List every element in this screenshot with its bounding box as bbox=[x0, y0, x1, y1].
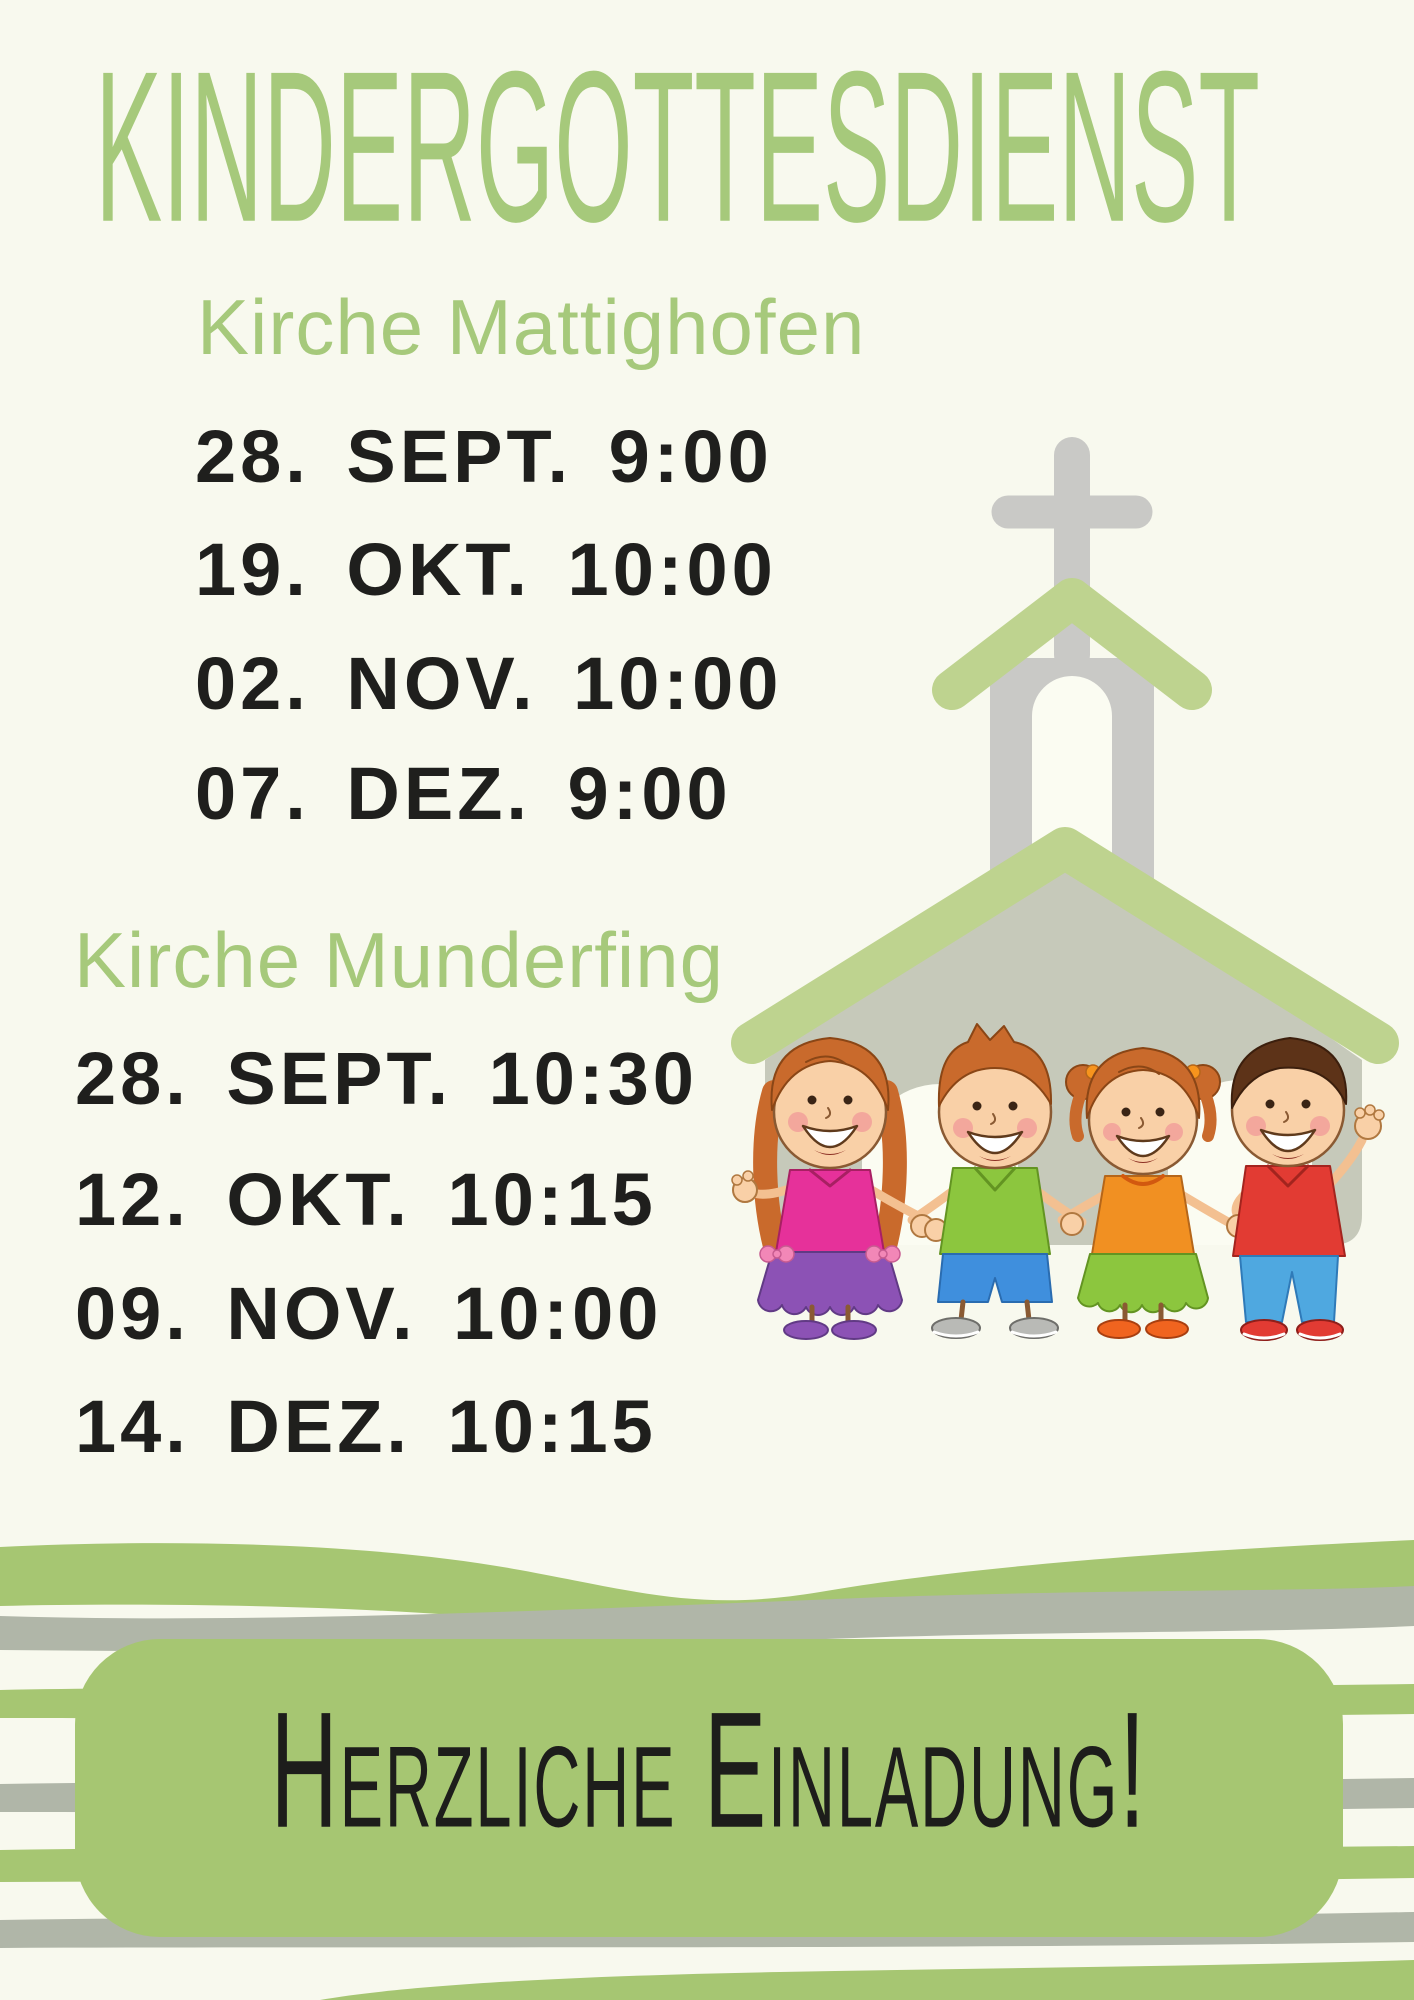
green-brush-stripe bbox=[0, 1540, 1414, 1633]
service-date: 07. DEZ. 9:00 bbox=[195, 752, 732, 835]
boy-green-illustration bbox=[907, 1023, 1087, 1339]
invitation-banner: Herzliche Einladung! bbox=[75, 1639, 1343, 1937]
girl-pink-illustration bbox=[731, 1037, 935, 1340]
steeple-roof bbox=[932, 578, 1212, 710]
section-heading-munderfing: Kirche Munderfing bbox=[74, 916, 724, 1004]
service-date: 28. SEPT. 10:30 bbox=[75, 1037, 698, 1120]
gray-brush-stripe bbox=[0, 1586, 1414, 1652]
children-holding-hands-illustration bbox=[731, 1023, 1385, 1341]
service-date: 02. NOV. 10:00 bbox=[195, 642, 783, 725]
service-date: 28. SEPT. 9:00 bbox=[195, 415, 773, 498]
green-brush-stripe bbox=[320, 1960, 1414, 2000]
service-date: 14. DEZ. 10:15 bbox=[75, 1385, 657, 1468]
girl-orange-illustration bbox=[1057, 1047, 1233, 1339]
poster-title: KINDERGOTTESDIENST bbox=[95, 26, 1260, 267]
invitation-text: Herzliche Einladung! bbox=[270, 1677, 1148, 1862]
service-date: 19. OKT. 10:00 bbox=[195, 528, 777, 611]
main-roof bbox=[731, 827, 1399, 1064]
service-date: 12. OKT. 10:15 bbox=[75, 1158, 657, 1241]
boy-red-illustration bbox=[1226, 1037, 1385, 1341]
section-heading-mattighofen: Kirche Mattighofen bbox=[197, 283, 866, 371]
service-date: 09. NOV. 10:00 bbox=[75, 1272, 663, 1355]
